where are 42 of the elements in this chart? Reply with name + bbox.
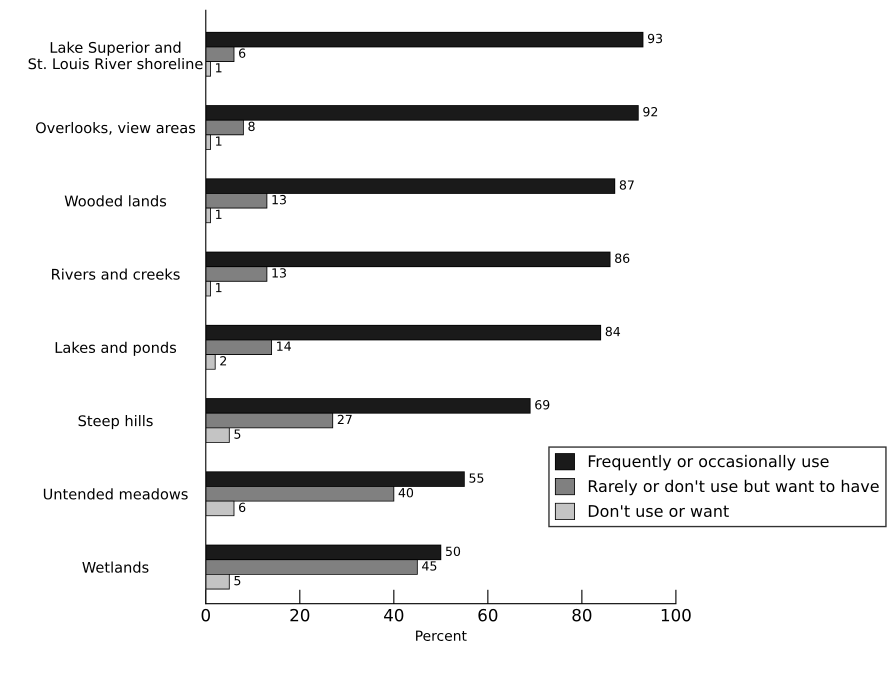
data-label: 1 xyxy=(216,136,222,146)
legend-label: Don't use or want xyxy=(588,505,729,518)
x-axis-title: Percent xyxy=(416,630,467,641)
y-tick-label: Overlooks, view areas xyxy=(36,122,196,135)
data-label: 84 xyxy=(606,326,620,336)
data-label: 14 xyxy=(277,342,291,351)
data-label: 93 xyxy=(648,34,662,44)
data-label: 8 xyxy=(248,122,255,132)
x-tick-label: 100 xyxy=(662,608,691,622)
y-tick-label: Wooded lands xyxy=(64,195,166,207)
data-label: 87 xyxy=(620,180,634,190)
data-label: 6 xyxy=(239,502,246,512)
y-tick-label: Wetlands xyxy=(82,562,148,573)
y-tick-label: Lakes and ponds xyxy=(56,342,176,356)
y-tick-label: Untended meadows xyxy=(44,488,188,500)
data-label: 1 xyxy=(216,63,222,72)
data-label: 1 xyxy=(216,210,222,219)
data-label: 86 xyxy=(615,254,630,263)
data-label: 2 xyxy=(220,356,226,366)
data-label: 13 xyxy=(272,194,286,204)
x-tick-label: 60 xyxy=(478,608,498,622)
y-tick-label: Steep hills xyxy=(78,414,153,430)
data-label: 55 xyxy=(469,473,484,483)
x-tick-label: 80 xyxy=(572,608,592,622)
data-label: 6 xyxy=(239,48,246,58)
data-label: 1 xyxy=(216,283,222,292)
legend-label: Frequently or occasionally use xyxy=(588,454,829,470)
data-label: 45 xyxy=(422,561,436,571)
y-tick-label: Lake Superior and St. Louis River shoreline xyxy=(28,42,203,70)
x-tick-label: 20 xyxy=(290,608,310,622)
data-label: 13 xyxy=(272,268,286,278)
data-label: 92 xyxy=(643,107,658,116)
data-label: 5 xyxy=(234,576,240,586)
data-label: 5 xyxy=(234,430,240,439)
y-tick-label: Rivers and creeks xyxy=(52,268,180,280)
x-tick-label: 40 xyxy=(384,608,404,622)
data-label: 69 xyxy=(535,400,550,410)
x-tick-label: 0 xyxy=(202,608,210,622)
data-label: 27 xyxy=(338,414,352,424)
data-label: 40 xyxy=(398,488,414,498)
legend-label: Rarely or don't use but want to have xyxy=(588,480,879,496)
data-label: 50 xyxy=(446,546,460,556)
